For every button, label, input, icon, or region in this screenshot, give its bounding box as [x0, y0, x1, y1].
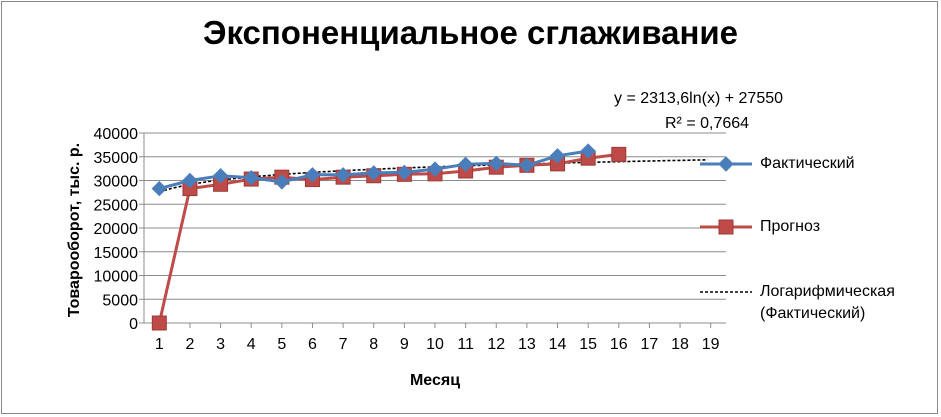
x-tick-label: 11 [457, 336, 474, 353]
x-tick-label: 15 [579, 336, 597, 353]
y-tick-label: 5000 [102, 292, 138, 309]
y-tick-label: 40000 [94, 126, 139, 143]
y-tick-label: 35000 [94, 150, 139, 167]
legend-label-trend-line2: (Фактический) [760, 305, 865, 323]
x-tick-label: 7 [339, 336, 348, 353]
legend-label-forecast: Прогноз [760, 218, 820, 236]
y-tick-label: 0 [129, 316, 138, 333]
x-tick-label: 5 [277, 336, 286, 353]
x-tick-label: 9 [400, 336, 409, 353]
y-tick-label: 30000 [94, 174, 139, 191]
legend-marker-forecast [719, 220, 733, 234]
legend-label-trend-line1: Логарифмическая [760, 283, 895, 301]
x-tick-label: 2 [185, 336, 194, 353]
r-squared-label: R² = 0,7664 [665, 115, 749, 133]
x-tick-label: 12 [487, 336, 505, 353]
y-tick-label: 15000 [94, 245, 139, 262]
x-tick-label: 6 [308, 336, 317, 353]
x-tick-label: 4 [247, 336, 256, 353]
trendline-equation: y = 2313,6ln(x) + 27550 [614, 90, 783, 108]
x-axis-label: Месяц [410, 372, 460, 390]
data-point-forecast [152, 316, 166, 330]
x-tick-label: 10 [426, 336, 444, 353]
x-tick-label: 8 [369, 336, 378, 353]
x-tick-label: 3 [216, 336, 225, 353]
x-tick-label: 13 [518, 336, 536, 353]
x-tick-label: 19 [702, 336, 720, 353]
x-tick-label: 17 [641, 336, 659, 353]
y-axis-label: Товарооборот, тыс. р. [66, 143, 84, 317]
data-point-actual [152, 182, 166, 196]
y-tick-label: 25000 [94, 197, 139, 214]
legend-marker-actual [719, 157, 733, 171]
y-tick-label: 20000 [94, 221, 139, 238]
legend-label-actual: Фактический [760, 155, 855, 173]
x-tick-label: 18 [671, 336, 689, 353]
x-tick-label: 1 [155, 336, 164, 353]
data-point-forecast [612, 147, 626, 161]
x-tick-label: 16 [610, 336, 628, 353]
x-tick-label: 14 [549, 336, 567, 353]
y-tick-label: 10000 [94, 269, 139, 286]
